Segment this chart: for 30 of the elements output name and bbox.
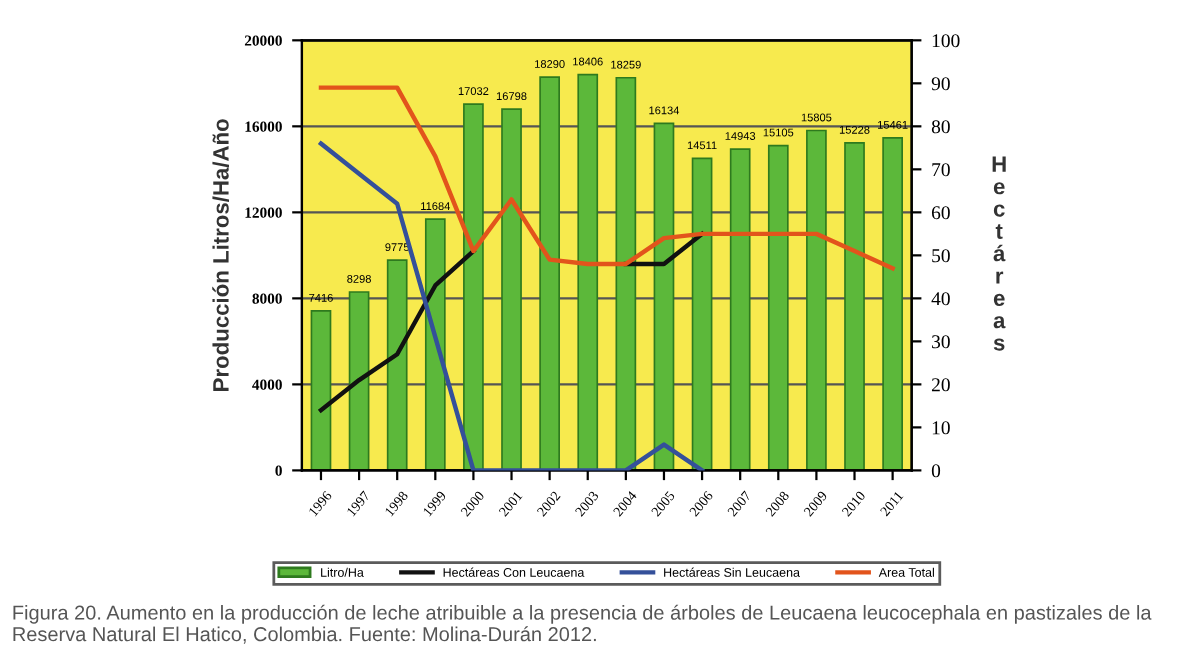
y2-tick-label: 60	[931, 206, 950, 220]
bar	[615, 76, 637, 471]
bar	[501, 108, 522, 471]
y2-tick-label: 100	[932, 34, 960, 48]
bar	[653, 122, 675, 471]
text: Figura 20. Aumento en la producción de leche atribuible a la presencia de árboles de Leucaena leucocephala en pastizales de la Reserva Natural El Hatico, Colombia. Fuente: Molina-Durán 2012.	[13, 604, 1152, 644]
bar	[424, 218, 446, 471]
y2-tick-label: 70	[932, 163, 950, 177]
bar	[577, 73, 599, 471]
bar	[767, 144, 789, 471]
y2-tick-label: 20	[931, 378, 950, 392]
y2-tick-label: 90	[931, 77, 950, 91]
bar	[882, 137, 903, 471]
bar	[348, 291, 370, 471]
y2-tick-label: 80	[931, 120, 950, 134]
y2-tick-label: 40	[931, 292, 950, 306]
bar	[806, 129, 827, 471]
bar	[844, 142, 865, 471]
y2-tick-label: 0	[931, 464, 941, 478]
bar	[691, 157, 713, 471]
bar	[463, 103, 484, 471]
bar	[539, 76, 560, 471]
bar	[310, 310, 332, 471]
bar	[729, 148, 751, 471]
y2-tick-label: 50	[932, 249, 950, 263]
text: Hectáreas	[992, 156, 1006, 351]
y2-tick-label: 10	[932, 421, 950, 435]
y-axis-title: Producción Litros/Ha/Año	[212, 119, 229, 391]
y2-tick-label: 30	[932, 335, 950, 349]
bar	[386, 259, 408, 471]
